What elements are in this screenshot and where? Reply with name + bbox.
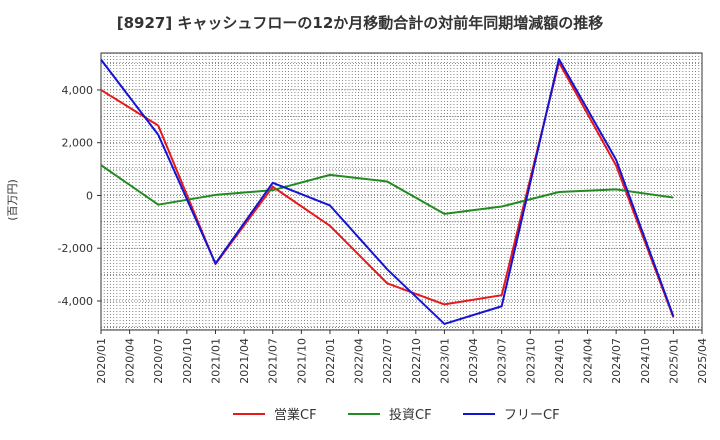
y-tick-label: -2,000 <box>58 242 93 255</box>
x-axis-ticks: 2020/01 2020/04 2020/07 2020/10 2021/01 2021/… <box>95 330 709 384</box>
plot-area-frame <box>100 52 703 331</box>
x-tick-label: 2021/04 <box>238 338 251 384</box>
x-tick-label: 2022/01 <box>324 338 337 384</box>
y-axis-ticks: 4,000 2,000 0 -2,000 -4,000 <box>58 84 101 308</box>
y-tick-label: 2,000 <box>62 137 94 150</box>
x-tick-label: 2024/04 <box>582 338 595 384</box>
x-tick-label: 2020/07 <box>152 338 165 384</box>
x-tick-label: 2021/07 <box>267 338 280 384</box>
x-tick-label: 2021/01 <box>209 338 222 384</box>
y-tick-label: -4,000 <box>58 295 93 308</box>
x-tick-label: 2023/01 <box>438 338 451 384</box>
x-tick-label: 2022/07 <box>381 338 394 384</box>
y-axis-label: (百万円) <box>6 179 19 221</box>
x-tick-label: 2023/10 <box>524 338 537 384</box>
legend-label: 営業CF <box>274 407 317 423</box>
x-tick-label: 2025/04 <box>696 338 709 384</box>
x-tick-label: 2020/04 <box>124 338 137 384</box>
series-line <box>100 164 674 215</box>
x-tick-label: 2023/07 <box>496 338 509 384</box>
x-tick-label: 2024/10 <box>639 338 652 384</box>
legend: 営業CF 投資CF フリーCF <box>233 407 560 423</box>
series-line <box>100 58 675 325</box>
series-line <box>100 61 675 318</box>
x-tick-label: 2025/01 <box>667 338 680 384</box>
y-tick-label: 4,000 <box>62 84 94 97</box>
chart-title: [8927] キャッシュフローの12か月移動合計の対前年同期増減額の推移 <box>116 14 604 32</box>
x-tick-label: 2022/10 <box>410 338 423 384</box>
y-tick-label: 0 <box>86 189 93 202</box>
x-tick-label: 2020/01 <box>95 338 108 384</box>
series-lines <box>100 58 675 325</box>
x-tick-label: 2021/10 <box>295 338 308 384</box>
gridlines <box>101 53 702 330</box>
x-tick-label: 2022/04 <box>353 338 366 384</box>
x-tick-label: 2024/01 <box>553 338 566 384</box>
legend-label: フリーCF <box>504 408 560 423</box>
legend-label: 投資CF <box>389 407 432 423</box>
x-tick-label: 2024/07 <box>610 338 623 384</box>
x-tick-label: 2020/10 <box>181 338 194 384</box>
x-tick-label: 2023/04 <box>467 338 480 384</box>
